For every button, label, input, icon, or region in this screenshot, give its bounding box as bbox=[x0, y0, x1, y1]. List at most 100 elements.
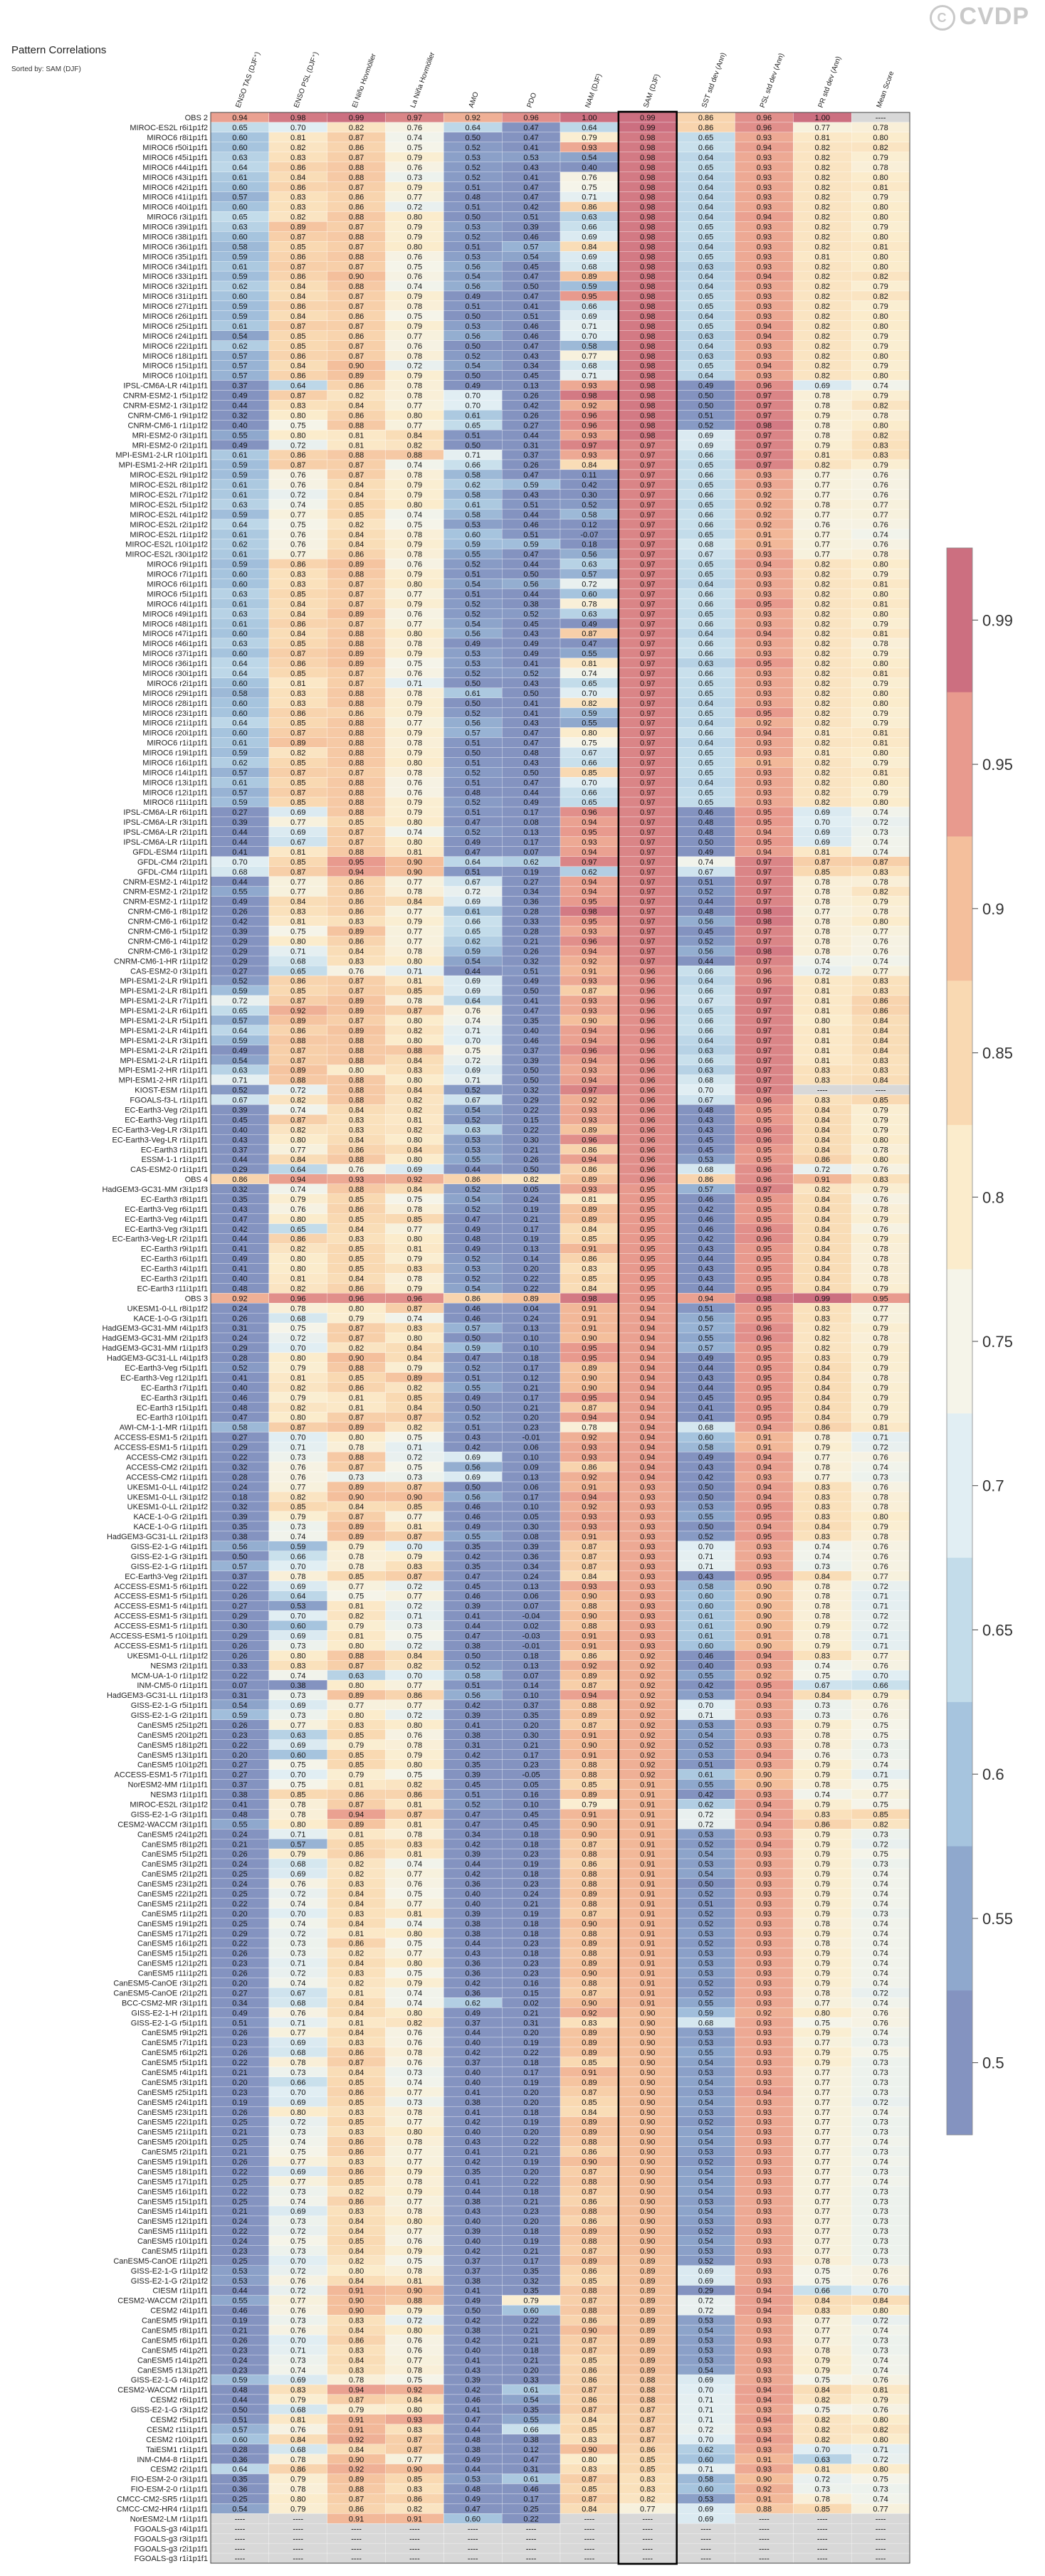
cell-value: 0.74 bbox=[873, 1999, 888, 2007]
cell-value: 0.93 bbox=[582, 431, 597, 440]
cell-value: 0.56 bbox=[466, 263, 481, 271]
cell-value: 0.87 bbox=[349, 600, 364, 608]
cell-value: 0.27 bbox=[232, 1434, 247, 1442]
cell-value: 0.86 bbox=[349, 1791, 364, 1800]
cell-value: 0.90 bbox=[582, 1970, 597, 1978]
cell-value: 0.94 bbox=[290, 1176, 305, 1184]
cell-value: 0.52 bbox=[466, 670, 481, 678]
cell-value: 0.18 bbox=[523, 1840, 538, 1849]
cell-value: 0.22 bbox=[232, 1940, 247, 1948]
cell-value: 0.84 bbox=[815, 1284, 830, 1293]
cell-value: 0.49 bbox=[466, 1225, 481, 1234]
cell-value: 0.59 bbox=[290, 1543, 305, 1551]
row-label: CanESM5 r25i1p2f1 bbox=[137, 1721, 208, 1730]
cell-value: 0.87 bbox=[290, 263, 305, 271]
cell-value: 0.87 bbox=[349, 342, 364, 351]
row-label: NorESM2-LM r1i1p1f1 bbox=[130, 2515, 208, 2523]
cell-value: 0.82 bbox=[815, 461, 830, 470]
cell-value: 0.10 bbox=[523, 1454, 538, 1462]
cell-value: 0.54 bbox=[466, 362, 481, 371]
cell-value: 0.75 bbox=[290, 521, 305, 529]
cell-value: 0.82 bbox=[873, 273, 888, 281]
cell-value: 0.77 bbox=[349, 1701, 364, 1710]
cell-value: 0.80 bbox=[407, 213, 422, 222]
cell-value: 0.94 bbox=[757, 1691, 772, 1700]
cell-value: 0.99 bbox=[815, 1294, 830, 1303]
cell-value: 0.97 bbox=[640, 670, 655, 678]
cell-value: 0.77 bbox=[407, 1900, 422, 1909]
cell-value: 0.74 bbox=[873, 2029, 888, 2037]
cell-value: 0.96 bbox=[757, 1136, 772, 1144]
cell-value: 0.72 bbox=[873, 1840, 888, 1849]
cell-value: 0.98 bbox=[582, 908, 597, 917]
row-label: CanESM5 r19i1p1f1 bbox=[137, 2158, 208, 2166]
cell-value: 0.65 bbox=[698, 164, 713, 172]
cell-value: 0.93 bbox=[757, 1563, 772, 1571]
row-label: CanESM5 r24i1p1f1 bbox=[137, 2099, 208, 2107]
cell-value: 0.83 bbox=[349, 1880, 364, 1889]
cell-value: 0.72 bbox=[290, 1890, 305, 1899]
cell-value: 0.51 bbox=[698, 1304, 713, 1313]
cell-value: 0.97 bbox=[640, 511, 655, 519]
cell-value: 0.77 bbox=[407, 1701, 422, 1710]
row-label: EC-Earth3 r1i1p1f1 bbox=[141, 1146, 208, 1154]
cell-value: 0.16 bbox=[523, 1791, 538, 1800]
cell-value: 0.54 bbox=[698, 1850, 713, 1859]
row-label: CanESM5 r7i1p1f1 bbox=[142, 2039, 208, 2047]
row-label: CanESM5 r9i1p2f1 bbox=[142, 2029, 208, 2037]
cell-value: 0.71 bbox=[466, 1027, 481, 1035]
cell-value: 0.84 bbox=[815, 1225, 830, 1234]
cell-value: 0.89 bbox=[290, 739, 305, 748]
cell-value: 0.87 bbox=[290, 769, 305, 777]
cell-value: 0.93 bbox=[640, 1622, 655, 1631]
cell-value: 0.79 bbox=[873, 571, 888, 579]
cell-value: ---- bbox=[817, 1087, 828, 1095]
cell-value: 0.80 bbox=[873, 174, 888, 182]
cell-value: 0.79 bbox=[407, 749, 422, 758]
cell-value: 0.84 bbox=[815, 1414, 830, 1422]
cell-value: 0.35 bbox=[523, 1017, 538, 1025]
cell-value: 0.43 bbox=[698, 1116, 713, 1124]
cell-value: 0.85 bbox=[407, 1394, 422, 1403]
cell-value: 0.13 bbox=[523, 1662, 538, 1670]
row-label: CNRM-CM6-1 r6i1p1f2 bbox=[128, 918, 208, 927]
cell-value: 0.79 bbox=[873, 1186, 888, 1194]
cell-value: 0.84 bbox=[873, 1017, 888, 1025]
cell-value: 0.87 bbox=[290, 233, 305, 241]
cell-value: 0.82 bbox=[407, 441, 422, 450]
cell-value: 0.06 bbox=[523, 1444, 538, 1452]
cell-value: 0.93 bbox=[582, 1454, 597, 1462]
cell-value: 0.79 bbox=[815, 1771, 830, 1780]
cell-value: 0.64 bbox=[466, 124, 481, 132]
row-label: EC-Earth3-Veg r2i1p1f1 bbox=[125, 1106, 208, 1114]
cell-value: 0.73 bbox=[290, 2069, 305, 2077]
cell-value: 0.87 bbox=[349, 322, 364, 331]
cell-value: 0.86 bbox=[582, 1166, 597, 1174]
row-label: ACCESS-ESM1-5 r10i1p1f1 bbox=[110, 1632, 208, 1640]
row-label: CIESM r1i1p1f1 bbox=[152, 2287, 208, 2296]
cell-value: 0.38 bbox=[466, 1731, 481, 1740]
cell-value: 0.80 bbox=[815, 1017, 830, 1025]
cell-value: 0.51 bbox=[466, 184, 481, 192]
cell-value: 0.27 bbox=[523, 878, 538, 887]
cell-value: 0.81 bbox=[407, 1801, 422, 1810]
cell-value: 0.88 bbox=[582, 1771, 597, 1780]
row-label: MIROC6 r12i1p1f1 bbox=[142, 788, 208, 797]
cell-value: 0.94 bbox=[757, 362, 772, 371]
cell-value: 0.81 bbox=[815, 1007, 830, 1015]
cell-value: 0.86 bbox=[349, 332, 364, 341]
cell-value: 0.91 bbox=[640, 1880, 655, 1889]
row-label: OBS 2 bbox=[185, 114, 208, 122]
cell-value: 0.96 bbox=[757, 1166, 772, 1174]
cell-value: 0.62 bbox=[466, 1999, 481, 2007]
cell-value: 0.70 bbox=[466, 392, 481, 401]
cell-value: 0.64 bbox=[232, 670, 247, 678]
cell-value: 0.97 bbox=[640, 700, 655, 708]
cell-value: 0.93 bbox=[757, 1701, 772, 1710]
cell-value: 0.94 bbox=[757, 1840, 772, 1849]
cell-value: 0.48 bbox=[466, 1235, 481, 1244]
row-label: CanESM5-CanOE r1i1p2f1 bbox=[113, 2257, 208, 2266]
cell-value: 0.74 bbox=[698, 858, 713, 867]
cell-value: 0.91 bbox=[582, 1533, 597, 1541]
cell-value: 0.86 bbox=[407, 1691, 422, 1700]
